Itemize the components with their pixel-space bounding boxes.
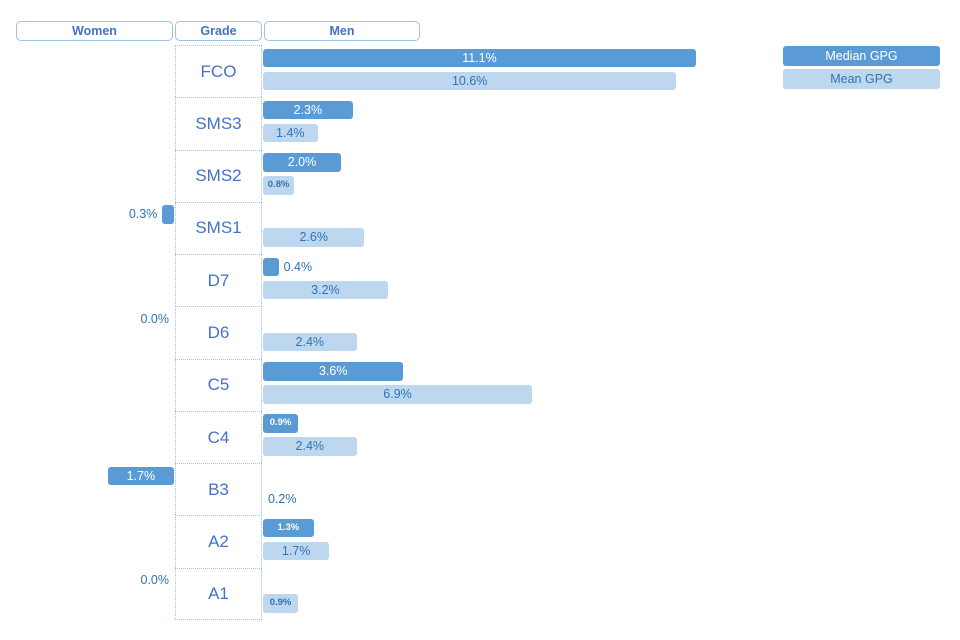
column-header-grade-label: Grade (200, 24, 237, 38)
bar-men-mean-sms3[interactable] (263, 123, 318, 143)
bar-men-median-sms2[interactable] (263, 153, 341, 172)
bar-value-label-men-median-d7: 0.4% (283, 259, 313, 274)
bar-men-median-c4[interactable] (263, 414, 299, 433)
bar-men-median-sms3[interactable] (263, 100, 353, 120)
grade-label: A1 (208, 583, 229, 603)
bar-men-mean-c5[interactable] (263, 385, 533, 404)
grade-cell-fco: FCO (175, 45, 262, 98)
grade-label: FCO (200, 61, 237, 81)
column-header-women-label: Women (72, 24, 117, 38)
bar-men-median-c5[interactable] (263, 362, 404, 381)
bar-men-mean-fco[interactable] (263, 71, 677, 90)
grade-cell-a2: A2 (175, 515, 262, 568)
grade-label: D6 (207, 322, 230, 342)
bar-men-median-a2[interactable] (263, 518, 314, 538)
grade-cell-c4: C4 (175, 410, 262, 464)
bar-men-mean-sms1[interactable] (263, 228, 365, 247)
grade-label: C5 (207, 375, 230, 395)
bar-men-mean-d7[interactable] (263, 280, 388, 300)
bar-men-mean-a2[interactable] (263, 541, 330, 561)
grade-label: SMS2 (195, 166, 242, 186)
bar-women-median-sms1[interactable] (162, 205, 174, 224)
bar-men-median-fco[interactable] (263, 48, 696, 67)
legend-median-label: Median GPG (825, 49, 898, 63)
bar-value-label-men-mean-b3: 0.2% (268, 491, 297, 506)
grade-cell-sms3: SMS3 (175, 97, 262, 150)
column-header-grade: Grade (175, 21, 262, 41)
column-header-men-label: Men (329, 24, 355, 38)
grade-label: B3 (208, 479, 229, 499)
grade-cell-a1: A1 (175, 567, 262, 620)
bar-men-mean-sms2[interactable] (263, 176, 295, 195)
grade-cell-b3: B3 (175, 463, 262, 516)
grade-cell-sms1: SMS1 (175, 201, 262, 255)
grade-cell-d7: D7 (175, 254, 262, 307)
bar-value-label-women-median-a1: 0.0% (140, 573, 170, 588)
column-header-men: Men (264, 21, 420, 41)
legend: Median GPG Mean GPG (783, 46, 940, 89)
grade-label: SMS3 (195, 113, 242, 133)
grade-cell-d6: D6 (175, 306, 262, 359)
grade-label: SMS1 (195, 218, 242, 238)
bar-men-mean-a1[interactable] (263, 594, 299, 613)
bar-men-median-d7[interactable] (263, 257, 279, 277)
grade-label: D7 (207, 270, 230, 290)
grade-label: C4 (207, 427, 230, 447)
bar-men-mean-c4[interactable] (263, 437, 357, 456)
grade-label: A2 (208, 532, 229, 552)
bar-women-median-b3[interactable] (107, 466, 174, 486)
legend-item-mean-gpg[interactable]: Mean GPG (783, 69, 940, 89)
bar-men-mean-d6[interactable] (263, 332, 357, 352)
legend-mean-label: Mean GPG (830, 72, 893, 86)
bar-value-label-women-median-sms1: 0.3% (128, 207, 158, 222)
legend-item-median-gpg[interactable]: Median GPG (783, 46, 940, 66)
bar-value-label-women-median-d6: 0.0% (140, 311, 170, 326)
grade-cell-sms2: SMS2 (175, 149, 262, 202)
grade-cell-c5: C5 (175, 358, 262, 411)
column-header-women: Women (16, 21, 173, 41)
